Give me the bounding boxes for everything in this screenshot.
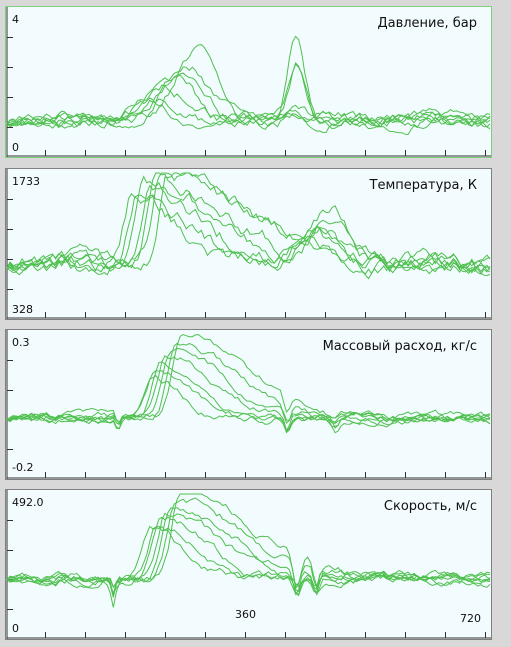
pressure-panel[interactable]: Давление, бар 4 0 <box>5 6 492 158</box>
velocity-ymax-label: 492.0 <box>12 496 44 509</box>
pressure-trace <box>6 72 491 129</box>
temperature-ymin-label: 328 <box>12 303 33 316</box>
temperature-trace <box>6 175 491 273</box>
temperature-trace <box>6 172 491 275</box>
temperature-trace <box>6 184 491 280</box>
mass-flow-ymax-label: 0.3 <box>12 336 30 349</box>
velocity-panel[interactable]: Скорость, м/с 492.0 0 360 720 <box>5 489 492 640</box>
temperature-trace <box>6 194 491 277</box>
mass-flow-panel[interactable]: Массовый расход, кг/с 0.3 -0.2 <box>5 329 492 480</box>
mass-flow-trace <box>6 347 491 425</box>
mass-flow-plot <box>6 330 491 479</box>
mass-flow-trace <box>6 355 491 433</box>
temperature-panel[interactable]: Температура, К 1733 328 <box>5 168 492 320</box>
pressure-ymin-label: 0 <box>12 141 19 154</box>
velocity-plot <box>6 490 491 639</box>
velocity-x-label-720: 720 <box>460 612 481 625</box>
pressure-plot <box>6 7 491 157</box>
velocity-trace <box>6 497 491 597</box>
pressure-title: Давление, бар <box>377 16 477 31</box>
mass-flow-trace <box>6 361 491 433</box>
velocity-ymin-label: 0 <box>12 622 19 635</box>
temperature-title: Температура, К <box>369 178 477 193</box>
temperature-trace <box>6 172 491 275</box>
velocity-trace <box>6 493 491 608</box>
temperature-ymax-label: 1733 <box>12 175 40 188</box>
velocity-x-label-360: 360 <box>235 608 256 621</box>
pressure-trace <box>6 35 491 136</box>
mass-flow-trace <box>6 370 491 434</box>
pressure-trace <box>6 44 491 130</box>
pressure-ymax-label: 4 <box>12 13 19 26</box>
mass-flow-trace <box>6 342 491 434</box>
mass-flow-trace <box>6 333 491 430</box>
pressure-trace <box>6 63 491 130</box>
temperature-trace <box>6 172 491 273</box>
mass-flow-title: Массовый расход, кг/с <box>322 339 477 354</box>
mass-flow-ymin-label: -0.2 <box>12 461 34 474</box>
velocity-title: Скорость, м/с <box>383 499 477 514</box>
velocity-trace <box>6 507 491 598</box>
temperature-plot <box>6 169 491 319</box>
